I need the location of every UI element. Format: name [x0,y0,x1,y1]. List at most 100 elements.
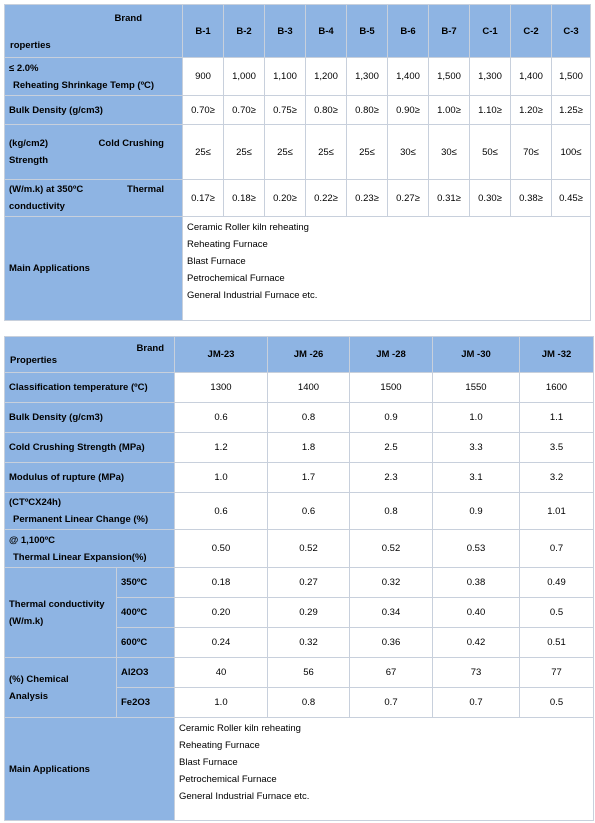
brand-properties-header: Brand Properties [4,336,175,373]
brand-properties-header: Brand roperties [4,4,183,58]
table-cell: 0.9 [432,492,520,530]
table-row: Fe2O3 1.0 0.8 0.7 0.7 0.5 [5,687,594,718]
row-label-line: (W/m.k) at 350ºC Thermal [9,181,178,198]
table-cell: 0.32 [349,567,433,598]
table-jm-series: Brand Properties JM-23 JM -26 JM -28 JM … [4,336,594,821]
table-cell: 0.5 [519,687,594,718]
table-cell: 0.24 [174,627,268,658]
table-cell: 1.25≥ [551,95,591,125]
table-cell: 1600 [519,372,594,403]
table-cell: 0.18 [174,567,268,598]
table-cell: 2.5 [349,432,433,463]
properties-label: roperties [10,40,51,51]
list-item: Reheating Furnace [187,239,268,250]
table-cell: 0.53 [432,529,520,568]
column-header: B-5 [346,4,388,58]
sub-row-label: Al2O3 [116,657,175,688]
table-cell: 1.0 [174,687,268,718]
row-label-line: Thermal Linear Expansion(%) [13,551,147,563]
list-item: Ceramic Roller kiln reheating [179,723,301,734]
column-header: JM -26 [267,336,350,373]
column-header: JM-23 [174,336,268,373]
table-cell: 25≤ [182,124,224,180]
table-cell: 1400 [267,372,350,403]
table-cell: 3.2 [519,462,594,493]
column-header: C-2 [510,4,552,58]
table-cell: 0.52 [267,529,350,568]
row-label-name: Thermal [127,184,164,195]
table-row: Modulus of rupture (MPa) 1.0 1.7 2.3 3.1… [4,462,594,493]
sub-row-label: Fe2O3 [116,687,175,718]
column-header: JM -30 [432,336,520,373]
column-header: B-7 [428,4,470,58]
table-cell: 3.1 [432,462,520,493]
row-label-line: Strength [9,155,49,166]
row-label: (kg/cm2) Cold Crushing Strength [4,124,183,180]
table-cell: 0.32 [267,627,350,658]
row-label: Main Applications [4,216,183,321]
table-cell: 0.38≥ [510,179,552,217]
table-cell: 1,300 [346,57,388,96]
table-cell: 0.30≥ [469,179,511,217]
table-cell: 0.75≥ [264,95,306,125]
row-label-unit: (kg/cm2) [9,138,49,149]
table-cell: 0.29 [267,597,350,628]
table-cell: 0.8 [267,687,350,718]
table-row: ≤ 2.0% Reheating Shrinkage Temp (ºC) 900… [4,57,591,96]
row-label: Thermal conductivity (W/m.k) [4,567,117,658]
row-label-line: Thermal conductivity [9,598,105,610]
applications-row: Main Applications Ceramic Roller kiln re… [4,216,591,321]
table-cell: 56 [267,657,350,688]
row-label: Main Applications [4,717,175,821]
table-cell: 1.8 [267,432,350,463]
table-cell: 0.80≥ [305,95,347,125]
table-row: Cold Crushing Strength (MPa) 1.2 1.8 2.5… [4,432,594,463]
list-item: General Industrial Furnace etc. [187,290,318,301]
column-header: JM -28 [349,336,433,373]
column-header: C-1 [469,4,511,58]
row-label: (W/m.k) at 350ºC Thermal conductivity [4,179,183,217]
table-cell: 1,000 [223,57,265,96]
table-cell: 73 [432,657,520,688]
table-cell: 0.23≥ [346,179,388,217]
row-label: (%) Chemical Analysis [4,657,117,718]
table-cell: 0.51 [519,627,594,658]
brand-label: Brand [114,13,142,24]
table-cell: 0.40 [432,597,520,628]
table-cell: 0.7 [349,687,433,718]
table-cell: 25≤ [223,124,265,180]
list-item: General Industrial Furnace etc. [179,791,310,802]
table-cell: 1.10≥ [469,95,511,125]
table-cell: 25≤ [264,124,306,180]
properties-label: Properties [10,355,57,366]
table-cell: 0.20≥ [264,179,306,217]
table-cell: 0.6 [267,492,350,530]
row-label-line: conductivity [9,201,65,212]
table-cell: 1.00≥ [428,95,470,125]
row-label-line: (CTºCX24h) [9,497,62,508]
table-cell: 1,400 [387,57,429,96]
table-cell: 0.52 [349,529,433,568]
table-cell: 0.7 [519,529,594,568]
table-cell: 1,300 [469,57,511,96]
table-cell: 0.36 [349,627,433,658]
row-label-line: Reheating Shrinkage Temp (ºC) [13,79,155,91]
table-cell: 77 [519,657,594,688]
table-cell: 1,200 [305,57,347,96]
row-label-line: Analysis [9,690,49,702]
table-cell: 0.8 [349,492,433,530]
row-label-name: Cold Crushing [98,138,164,149]
applications-list: Ceramic Roller kiln reheating Reheating … [174,717,594,821]
row-label-unit: (W/m.k) at 350ºC [9,184,84,195]
row-label: Cold Crushing Strength (MPa) [4,432,175,463]
row-label: Modulus of rupture (MPa) [4,462,175,493]
table-cell: 0.38 [432,567,520,598]
table-cell: 1.2 [174,432,268,463]
table-cell: 0.45≥ [551,179,591,217]
table-header-row: Brand Properties JM-23 JM -26 JM -28 JM … [4,336,594,373]
table-cell: 2.3 [349,462,433,493]
table-cell: 1.20≥ [510,95,552,125]
table-row: Thermal conductivity (W/m.k) 350ºC 0.18 … [4,567,594,658]
column-header: B-1 [182,4,224,58]
table-cell: 1,400 [510,57,552,96]
